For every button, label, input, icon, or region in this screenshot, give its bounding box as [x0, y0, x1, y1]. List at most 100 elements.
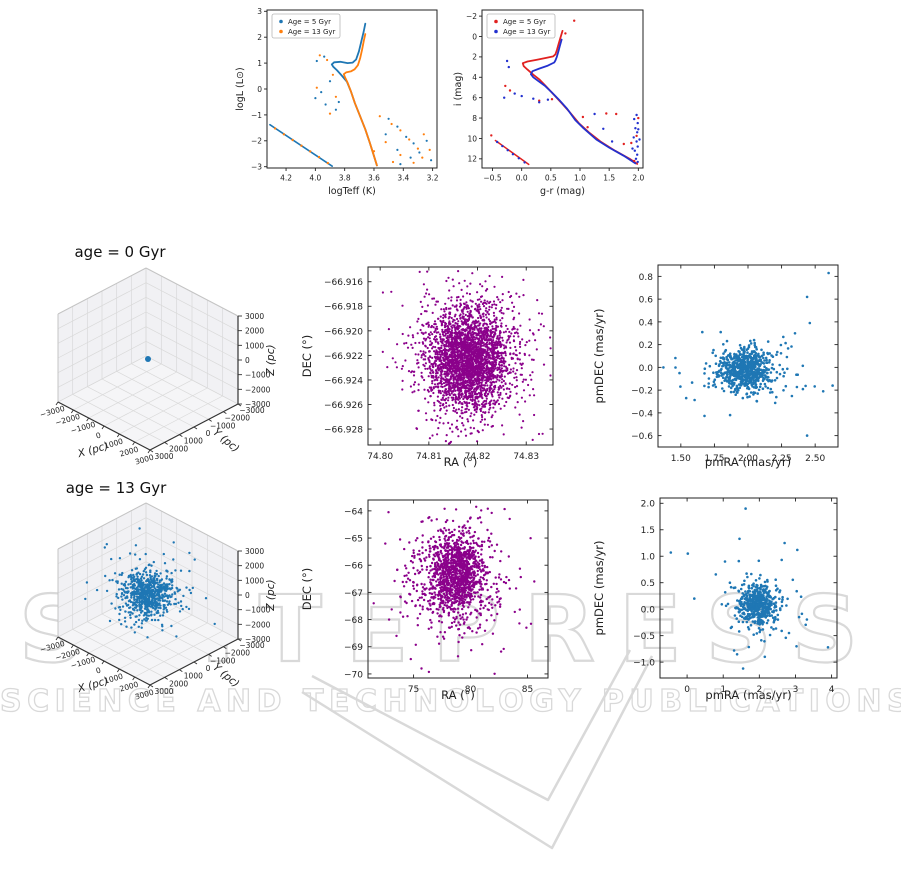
- svg-text:logL (L⊙): logL (L⊙): [235, 67, 246, 110]
- svg-text:−66.928: −66.928: [324, 425, 363, 435]
- svg-text:74.80: 74.80: [367, 452, 393, 462]
- svg-text:Age = 5 Gyr: Age = 5 Gyr: [288, 18, 331, 26]
- svg-text:−0.6: −0.6: [631, 432, 653, 442]
- chart-3d-positions-age0: −3000 −3000 −3000 −2000 −2000 −2000 −1000 −1000…: [30, 262, 290, 477]
- chart-sky-age0: 74.80 74.81 74.82 74.83 −66.916 −66.918 −66.92…: [300, 250, 570, 470]
- svg-text:DEC (°): DEC (°): [300, 335, 314, 378]
- row-title-age13: age = 13 Gyr: [65, 479, 167, 497]
- svg-text:Z (pc): Z (pc): [265, 344, 277, 376]
- svg-text:−3: −3: [251, 163, 262, 172]
- svg-text:12: 12: [467, 155, 477, 164]
- svg-text:1.0: 1.0: [574, 174, 586, 183]
- svg-text:3000: 3000: [154, 452, 173, 461]
- svg-text:0.6: 0.6: [639, 296, 654, 306]
- svg-text:8: 8: [472, 114, 477, 123]
- svg-text:pmRA (mas/yr): pmRA (mas/yr): [705, 455, 791, 469]
- svg-text:4.0: 4.0: [309, 174, 321, 183]
- chart-color-magnitude: −0.5 0.0 0.5 1.0 1.5 2.0 −2 0 2 4 6 8 10 12 g-r (mag) i…: [450, 2, 665, 198]
- svg-text:Age = 13 Gyr: Age = 13 Gyr: [503, 28, 551, 36]
- svg-text:X (pc): X (pc): [76, 440, 110, 460]
- svg-text:2.50: 2.50: [805, 454, 825, 464]
- hr_lum-canvas: 4.2 4.0 3.8 3.6 3.4 3.2 3 2 1 0 −1 −2 −3 logTeff (K) l…: [235, 7, 439, 197]
- svg-text:0: 0: [95, 431, 102, 441]
- svg-text:−66.916: −66.916: [324, 278, 363, 288]
- svg-text:0: 0: [245, 356, 250, 365]
- svg-text:2000: 2000: [245, 327, 264, 336]
- svg-text:74.83: 74.83: [513, 452, 539, 462]
- svg-text:−2000: −2000: [245, 385, 271, 394]
- chart-proper-motion-age13: 0 1 2 3 4 2.0 1.5 1.0 0.5 0.0 −0.5 −1.0 pmRA (mas/yr…: [592, 483, 852, 703]
- svg-text:RA (°): RA (°): [444, 455, 478, 469]
- svg-text:1.50: 1.50: [671, 454, 691, 464]
- svg-text:3000: 3000: [245, 312, 264, 321]
- svg-text:Y (pc): Y (pc): [210, 426, 241, 455]
- svg-text:4: 4: [472, 73, 477, 82]
- svg-text:10: 10: [467, 134, 477, 143]
- svg-text:i (mag): i (mag): [453, 72, 464, 106]
- svg-text:g-r (mag): g-r (mag): [540, 186, 585, 197]
- row-title-age0: age = 0 Gyr: [74, 243, 166, 261]
- svg-text:Age = 5 Gyr: Age = 5 Gyr: [503, 18, 546, 26]
- svg-text:Age = 13 Gyr: Age = 13 Gyr: [288, 28, 336, 36]
- svg-text:3.6: 3.6: [368, 174, 380, 183]
- svg-text:4.2: 4.2: [280, 174, 292, 183]
- sky_age0-canvas: 74.80 74.81 74.82 74.83 −66.916 −66.918 −66.92…: [300, 266, 554, 469]
- svg-text:2.0: 2.0: [632, 174, 644, 183]
- svg-text:1.5: 1.5: [603, 174, 615, 183]
- svg-text:−2000: −2000: [225, 414, 251, 423]
- svg-text:0: 0: [472, 32, 477, 41]
- svg-text:0.5: 0.5: [545, 174, 557, 183]
- svg-text:−66.918: −66.918: [324, 303, 363, 313]
- svg-text:1.75: 1.75: [704, 454, 724, 464]
- space_age13-canvas: −3000 −3000−3000−2000 −2000−2000−1000 −1000…: [39, 502, 277, 702]
- svg-text:−66.922: −66.922: [324, 352, 363, 362]
- svg-text:−1000: −1000: [210, 421, 236, 430]
- pm_age0-canvas: 1.50 1.75 2.00 2.25 2.50 0.8 0.6 0.4 0.2 0.0 −0.2 −…: [592, 264, 839, 469]
- svg-text:−2: −2: [466, 12, 477, 21]
- svg-text:0.2: 0.2: [639, 341, 653, 351]
- svg-text:0.0: 0.0: [516, 174, 528, 183]
- chart-sky-age13: 75 80 85 −64 −65 −66 −67 −68 −69 −70 RA (°) DEC (°): [300, 483, 570, 703]
- svg-text:3.4: 3.4: [397, 174, 409, 183]
- svg-text:2: 2: [257, 33, 262, 42]
- svg-text:pmDEC (mas/yr): pmDEC (mas/yr): [592, 309, 606, 404]
- svg-text:2000: 2000: [169, 444, 188, 453]
- svg-text:2.25: 2.25: [772, 454, 792, 464]
- svg-text:1000: 1000: [184, 437, 203, 446]
- svg-text:0: 0: [206, 429, 211, 438]
- svg-text:−3000: −3000: [239, 406, 265, 415]
- svg-text:3: 3: [257, 7, 262, 16]
- svg-text:1: 1: [257, 59, 262, 68]
- svg-text:3000: 3000: [134, 453, 155, 467]
- svg-text:3.8: 3.8: [339, 174, 351, 183]
- svg-text:0.8: 0.8: [639, 273, 654, 283]
- hr_cmd-canvas: −0.5 0.0 0.5 1.0 1.5 2.0 −2 0 2 4 6 8 10 12 g-r (mag) i…: [453, 9, 645, 197]
- svg-text:0: 0: [257, 85, 262, 94]
- svg-text:−1: −1: [251, 111, 262, 120]
- svg-text:2: 2: [472, 53, 477, 62]
- svg-text:0.0: 0.0: [639, 364, 654, 374]
- chart-proper-motion-age0: 1.50 1.75 2.00 2.25 2.50 0.8 0.6 0.4 0.2 0.0 −0.2 −…: [592, 250, 852, 470]
- svg-text:−3000: −3000: [245, 400, 271, 409]
- svg-text:1000: 1000: [245, 341, 264, 350]
- svg-text:logTeff (K): logTeff (K): [328, 186, 376, 197]
- svg-text:−0.2: −0.2: [631, 387, 653, 397]
- svg-text:3.2: 3.2: [427, 174, 439, 183]
- svg-text:0.4: 0.4: [639, 318, 654, 328]
- svg-text:2.00: 2.00: [738, 454, 758, 464]
- svg-text:74.81: 74.81: [416, 452, 442, 462]
- svg-text:−2: −2: [251, 137, 262, 146]
- svg-text:−66.926: −66.926: [324, 401, 363, 411]
- svg-text:6: 6: [472, 94, 477, 103]
- svg-text:−0.5: −0.5: [483, 174, 501, 183]
- svg-text:−66.920: −66.920: [324, 327, 363, 337]
- chart-3d-positions-age13: −3000 −3000 −3000 −2000 −2000 −2000 −1000 −1000…: [30, 497, 290, 712]
- svg-text:−1000: −1000: [245, 371, 271, 380]
- chart-hr-luminosity: 4.2 4.0 3.8 3.6 3.4 3.2 3 2 1 0 −1 −2 −3 logTeff (K) l…: [232, 2, 476, 198]
- space_age0-canvas: −3000 −3000−3000−2000 −2000−2000−1000 −1000…: [39, 267, 277, 467]
- svg-text:74.82: 74.82: [465, 452, 491, 462]
- svg-text:−0.4: −0.4: [631, 409, 653, 419]
